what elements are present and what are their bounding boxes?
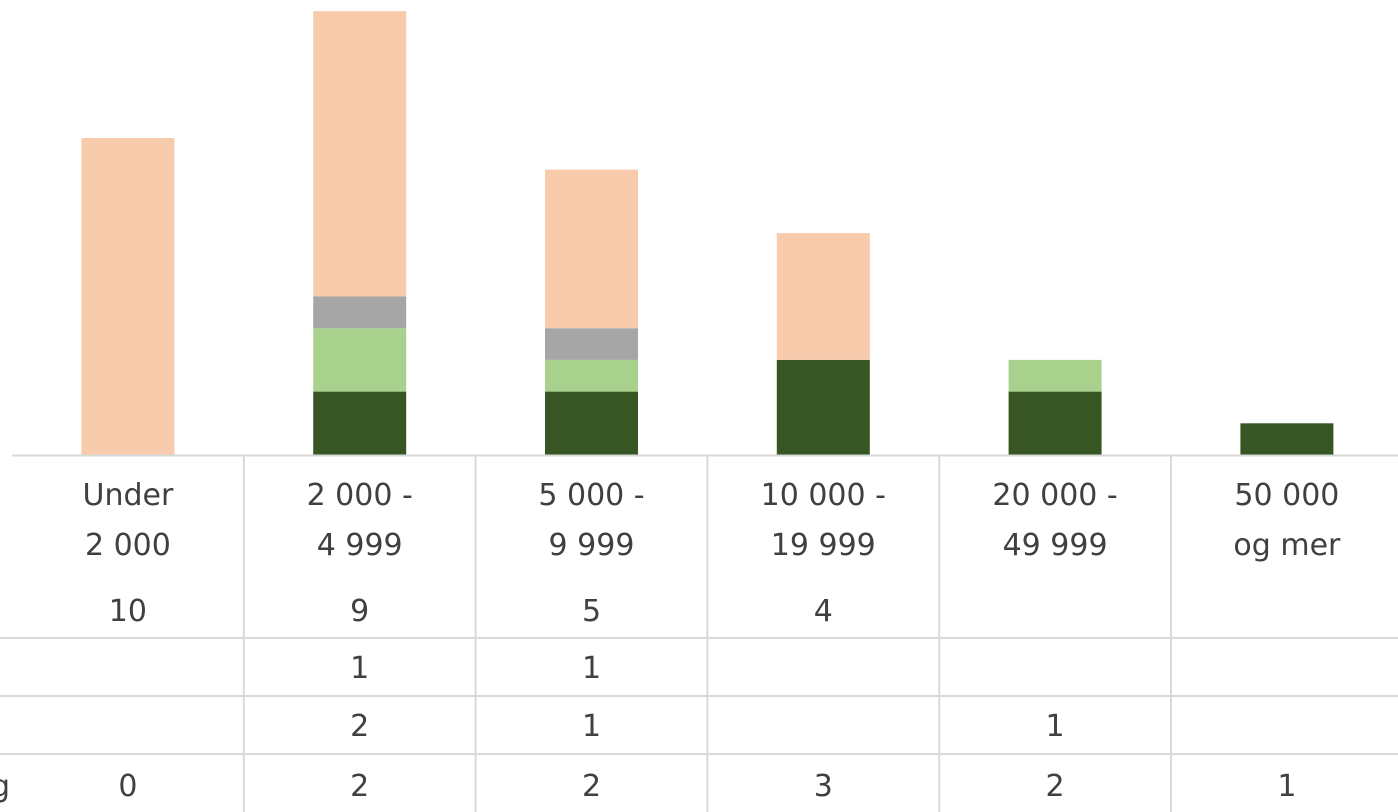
table-value-series2-col2: 2 (350, 709, 369, 744)
table-value-series4-col2: 9 (350, 594, 369, 629)
category-label-4-line-1: 10 000 - (761, 478, 886, 513)
table-value-series2-col5: 1 (1046, 709, 1065, 744)
category-label-2-line-2: 4 999 (317, 528, 403, 563)
table-value-series1-col4: 3 (814, 769, 833, 804)
bar-series1-2 (313, 391, 407, 455)
category-label-6-line-2: og mer (1233, 528, 1341, 563)
table-value-series1-col3: 2 (582, 769, 601, 804)
bar-series3-3 (545, 328, 638, 360)
bar-series2-5 (1008, 359, 1102, 392)
table-value-series2-col3: 1 (582, 709, 601, 744)
row-label-fragment: g (0, 769, 10, 804)
table-value-series1-col5: 2 (1046, 769, 1065, 804)
table-value-series3-col2: 1 (350, 651, 369, 686)
bar-series1-4 (776, 359, 870, 455)
table-value-series4-col3: 5 (582, 594, 601, 629)
category-label-1-line-1: Under (82, 478, 173, 513)
table-value-series1-col1: 0 (118, 769, 137, 804)
bar-series3-2 (313, 296, 407, 329)
category-label-1-line-2: 2 000 (85, 528, 171, 563)
table-value-series1-col6: 1 (1277, 769, 1296, 804)
table-value-series3-col3: 1 (582, 651, 601, 686)
category-label-5-line-1: 20 000 - (992, 478, 1117, 513)
bar-series4-1 (81, 138, 175, 455)
category-label-3-line-1: 5 000 - (538, 478, 644, 513)
bar-series4-2 (313, 11, 407, 297)
category-label-3-line-2: 9 999 (549, 528, 635, 563)
bar-series1-5 (1008, 391, 1102, 455)
category-label-5-line-2: 49 999 (1003, 528, 1108, 563)
category-label-2-line-1: 2 000 - (307, 478, 413, 513)
bar-series2-3 (545, 359, 638, 392)
bar-series1-3 (545, 391, 638, 455)
category-label-4-line-2: 19 999 (771, 528, 876, 563)
bar-series2-2 (313, 328, 407, 392)
bar-series4-3 (545, 169, 638, 329)
table-value-series4-col4: 4 (814, 594, 833, 629)
bar-series4-4 (776, 233, 870, 360)
category-label-6-line-1: 50 000 (1234, 478, 1339, 513)
table-value-series4-col1: 10 (109, 594, 147, 629)
bar-series1-6 (1240, 423, 1334, 455)
table-value-series1-col2: 2 (350, 769, 369, 804)
